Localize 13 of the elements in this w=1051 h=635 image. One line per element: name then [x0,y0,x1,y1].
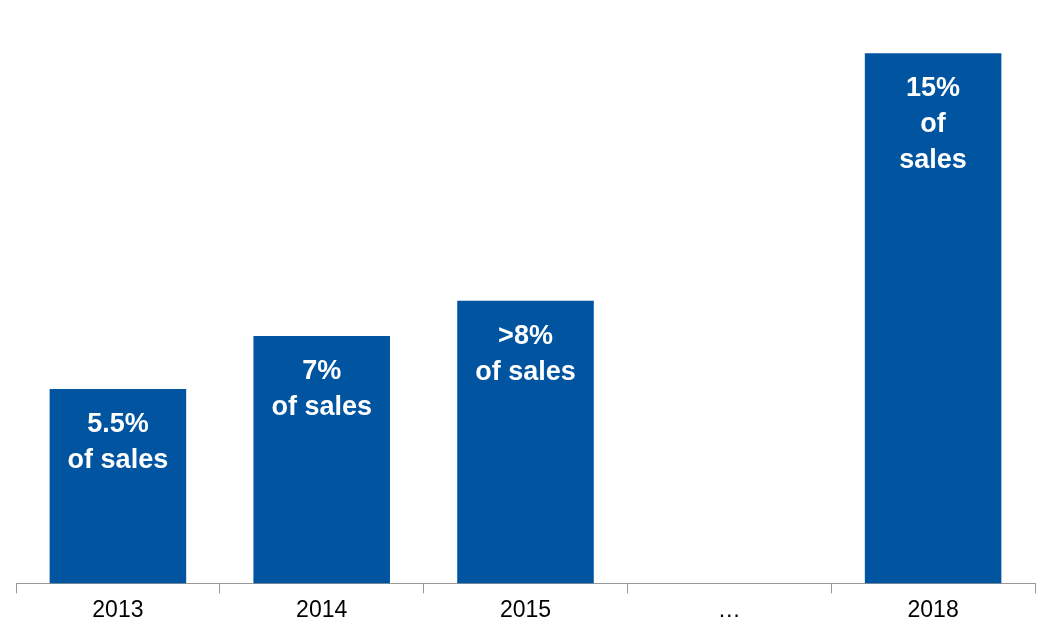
data-label: >8% of sales [475,319,576,386]
data-label: 5.5% of sales [67,408,169,474]
x-tick-label: 2018 [907,595,959,622]
data-label: 15% of sales [899,72,967,175]
x-tick-label: 2014 [296,595,348,622]
x-tick-label: 2013 [92,595,144,622]
bar [864,53,1002,584]
x-tick-label: … [717,595,741,622]
x-tick-label: 2015 [499,595,552,622]
bar [253,336,390,584]
bar [49,389,187,584]
data-label: 7% of sales [271,354,372,421]
bar [457,300,594,584]
